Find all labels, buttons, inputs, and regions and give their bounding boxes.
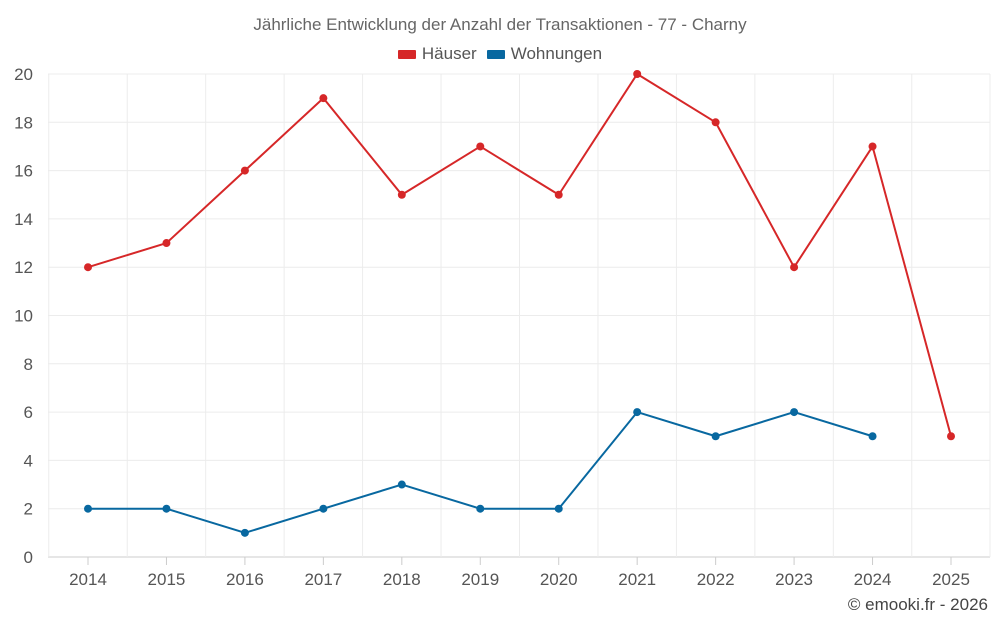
data-point-wohnungen (397, 480, 406, 489)
data-point-wohnungen (476, 504, 485, 513)
y-tick-label: 6 (24, 403, 33, 422)
data-point-wohnungen (240, 528, 249, 537)
chart-legend: Häuser Wohnungen (0, 44, 1000, 64)
y-tick-label: 2 (24, 500, 33, 519)
x-tick-label: 2021 (618, 570, 656, 589)
data-point-wohnungen (790, 408, 799, 417)
legend-swatch-haeuser (397, 49, 416, 59)
y-tick-label: 20 (14, 65, 33, 84)
legend-item-wohnungen[interactable]: Wohnungen (486, 44, 603, 64)
data-point-haeuser (790, 263, 799, 272)
data-point-haeuser (162, 239, 171, 248)
data-point-haeuser (947, 432, 955, 441)
x-tick-label: 2019 (461, 570, 499, 589)
data-point-haeuser (868, 142, 877, 151)
data-point-wohnungen (319, 504, 328, 513)
data-point-haeuser (554, 190, 563, 199)
copyright-text: © emooki.fr - 2026 (847, 595, 988, 614)
x-tick-label: 2025 (932, 570, 970, 589)
data-point-haeuser (240, 166, 249, 175)
legend-item-haeuser[interactable]: Häuser (397, 44, 477, 64)
data-point-wohnungen (162, 504, 171, 513)
data-point-haeuser (476, 142, 485, 151)
legend-label-haeuser: Häuser (421, 44, 477, 63)
x-tick-label: 2024 (854, 570, 892, 589)
data-point-wohnungen (868, 432, 877, 441)
data-point-haeuser (397, 190, 406, 199)
y-tick-label: 18 (14, 113, 33, 132)
legend-label-wohnungen: Wohnungen (510, 44, 603, 63)
data-point-wohnungen (84, 504, 92, 513)
x-tick-label: 2020 (540, 570, 578, 589)
x-tick-label: 2023 (775, 570, 813, 589)
x-tick-label: 2014 (69, 570, 107, 589)
legend-swatch-wohnungen (486, 49, 505, 59)
x-tick-label: 2022 (697, 570, 735, 589)
x-tick-label: 2015 (148, 570, 186, 589)
x-tick-label: 2016 (226, 570, 264, 589)
data-point-haeuser (711, 118, 720, 127)
data-point-haeuser (319, 94, 328, 103)
y-tick-label: 16 (14, 162, 33, 181)
y-tick-label: 0 (24, 548, 33, 567)
y-tick-label: 8 (24, 355, 33, 374)
data-point-haeuser (84, 263, 92, 272)
data-point-wohnungen (711, 432, 720, 441)
y-tick-label: 12 (14, 258, 33, 277)
y-tick-label: 10 (14, 307, 33, 326)
y-tick-label: 4 (24, 451, 33, 470)
chart-title: Jährliche Entwicklung der Anzahl der Tra… (253, 15, 747, 34)
series-line-haeuser (87, 73, 952, 437)
data-point-wohnungen (633, 408, 642, 417)
x-tick-label: 2017 (304, 570, 342, 589)
data-point-wohnungen (554, 504, 563, 513)
data-point-haeuser (633, 70, 642, 78)
x-tick-label: 2018 (383, 570, 421, 589)
y-tick-label: 14 (14, 210, 33, 229)
